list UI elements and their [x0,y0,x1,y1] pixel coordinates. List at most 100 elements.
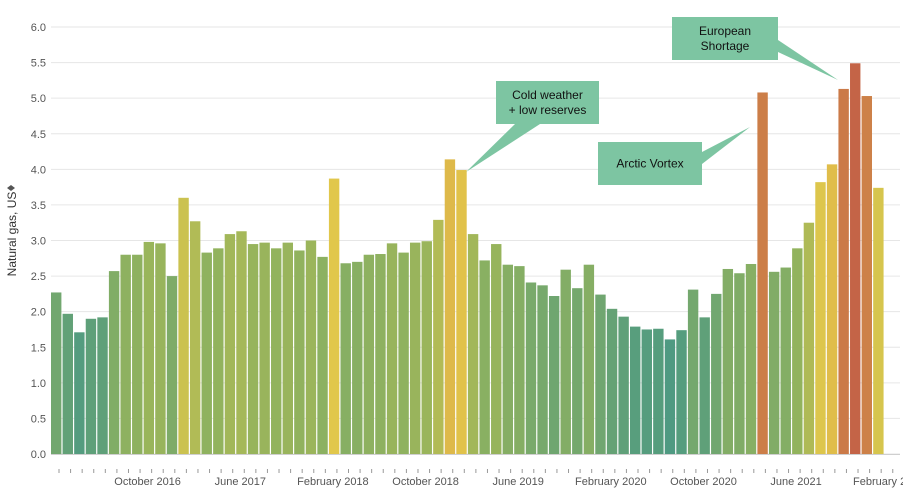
bar [97,317,108,454]
bar [166,276,178,454]
bar [560,269,571,454]
bar [745,263,757,454]
bar [467,234,479,454]
bar [363,254,375,454]
bar [676,330,687,454]
callout-box [496,81,599,124]
y-tick-label: 4.0 [31,164,46,176]
bar [838,88,849,455]
bar [143,241,155,454]
bar [386,243,398,454]
x-tick-label: February 2022 [853,476,903,488]
sort-icon [7,185,15,191]
bar [768,271,780,454]
bar [224,234,236,454]
bar [757,92,768,454]
annotation-callout: Cold weather+ low reserves [466,81,599,172]
bar [850,63,861,454]
bar [653,328,664,454]
x-tick-label: June 2021 [770,476,821,488]
y-tick-label: 2.5 [31,271,46,283]
bar [792,248,803,454]
callout-box [598,142,702,185]
callout-text: + low reserves [509,103,587,117]
bar [722,268,734,454]
callout-pointer [778,40,838,80]
bar [630,326,641,454]
callout-pointer [702,127,750,164]
bar [491,244,502,454]
bar [120,254,131,454]
x-tick-label: February 2018 [297,476,369,488]
bar [711,293,722,455]
bar [664,339,676,454]
y-tick-label: 6.0 [31,22,46,34]
bar [641,329,652,454]
bar [456,170,467,455]
callout-text: Arctic Vortex [616,157,683,171]
bar [340,263,351,454]
y-axis-label-group: Natural gas, US [5,185,19,276]
y-tick-label: 1.5 [31,342,46,354]
bar [537,285,548,454]
bar [271,248,282,454]
bar [583,264,595,454]
bar [734,273,745,454]
bar [74,332,85,454]
bar [514,266,525,454]
bars [51,63,884,455]
bar [409,242,421,454]
x-tick-label: February 2020 [575,476,647,488]
bar [780,267,791,454]
callout-text: European [699,24,751,38]
bar [132,254,143,454]
y-axis-ticks: 0.0 0.5 1.0 1.5 2.0 2.5 3.0 3.5 4.0 4.5 5.0 5.5 6.0 [31,22,46,461]
bar [51,292,62,454]
y-tick-label: 0.5 [31,413,46,425]
bar [189,221,201,454]
y-tick-label: 5.5 [31,58,46,70]
bar [618,316,629,454]
bar [699,317,710,454]
bar [479,260,490,454]
y-tick-label: 3.0 [31,236,46,248]
bar [282,242,293,454]
bar [375,254,386,454]
bar [861,96,872,454]
x-tick-label: October 2018 [392,476,459,488]
bar [213,248,224,454]
x-tick-label: June 2017 [215,476,266,488]
bar [502,264,514,454]
x-tick-label: October 2020 [670,476,737,488]
bar [236,231,247,454]
bar [595,294,606,454]
bar [572,288,583,454]
callout-pointer [466,124,540,172]
bar [548,296,560,454]
bar [155,243,166,454]
x-tick-label: October 2016 [114,476,181,488]
y-tick-label: 0.0 [31,449,46,461]
bar [606,308,618,454]
y-axis-label: Natural gas, US [5,192,19,277]
callout-text: Shortage [701,39,750,53]
bar [525,282,537,454]
y-tick-label: 2.0 [31,307,46,319]
bar [201,252,212,454]
bar [398,252,409,454]
bar [444,159,456,454]
bar [421,241,432,454]
y-tick-label: 5.0 [31,93,46,105]
annotation-callout: Arctic Vortex [598,127,750,185]
bar [873,187,884,454]
callout-text: Cold weather [512,88,583,102]
x-axis: October 2016 June 2017 February 2018 Octobe… [51,454,903,488]
bar [178,197,189,455]
bar [433,219,444,454]
y-tick-label: 1.0 [31,378,46,390]
bar [826,164,838,454]
bar [294,250,305,454]
